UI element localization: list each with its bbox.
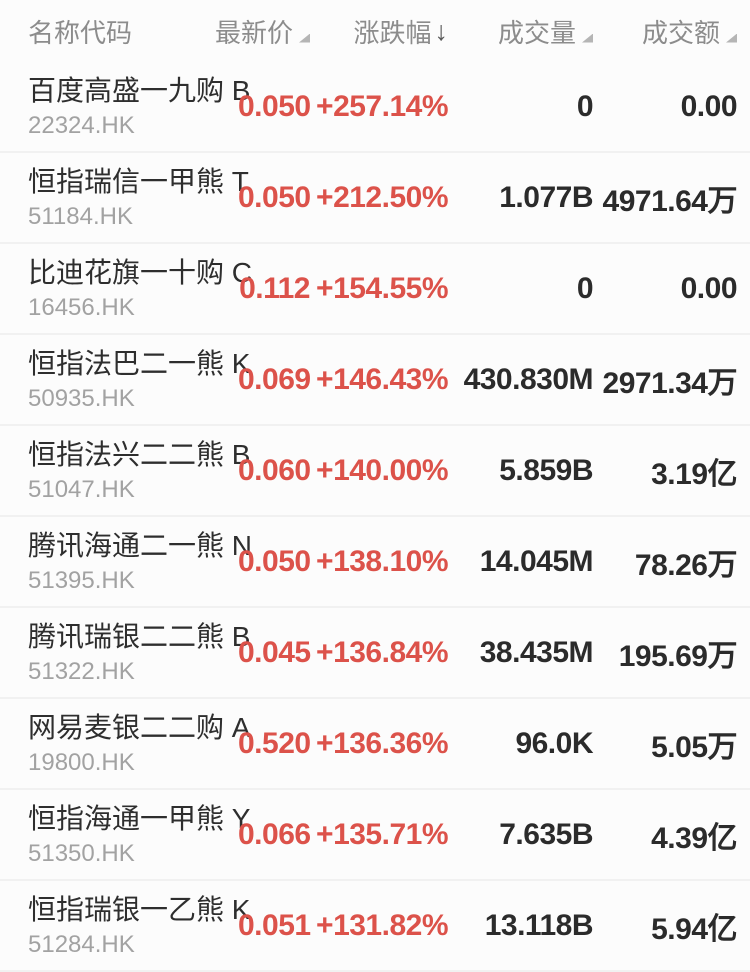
stock-name: 恒指海通一甲熊 Y bbox=[28, 802, 251, 834]
change-percent: +257.14% bbox=[316, 89, 448, 123]
change-percent: +140.00% bbox=[316, 453, 448, 487]
column-header-change-percent[interactable]: 涨跌幅 ↓ bbox=[310, 13, 448, 50]
column-header-label: 最新价 bbox=[214, 17, 293, 48]
change-percent: +146.43% bbox=[316, 362, 448, 396]
stock-code: 51184.HK bbox=[28, 202, 133, 230]
stock-name: 腾讯海通二一熊 N bbox=[28, 529, 253, 561]
change-percent: +131.82% bbox=[316, 908, 448, 942]
name-code-cell: 恒指瑞银一乙熊 K 51284.HK bbox=[28, 892, 251, 960]
stock-name: 恒指瑞信一甲熊 T bbox=[28, 165, 249, 197]
column-header-label: 名称代码 bbox=[28, 17, 133, 48]
name-code-cell: 腾讯海通二一熊 N 51395.HK bbox=[28, 528, 253, 596]
turnover: 0.00 bbox=[680, 271, 738, 305]
latest-price: 0.045 bbox=[238, 635, 311, 669]
stock-name: 恒指法巴二一熊 K bbox=[28, 347, 251, 379]
stock-code: 19800.HK bbox=[28, 748, 135, 776]
table-row[interactable]: 腾讯海通二一熊 N 51395.HK 0.050 +138.10% 14.045… bbox=[0, 517, 750, 608]
change-percent: +138.10% bbox=[316, 544, 448, 578]
stock-code: 51047.HK bbox=[28, 475, 135, 503]
latest-price: 0.051 bbox=[238, 908, 311, 942]
sort-triangle-icon bbox=[299, 33, 310, 43]
stock-code: 22324.HK bbox=[28, 111, 135, 139]
turnover: 4.39亿 bbox=[651, 821, 737, 855]
latest-price: 0.060 bbox=[238, 453, 311, 487]
latest-price: 0.050 bbox=[238, 180, 311, 214]
change-percent: +212.50% bbox=[316, 180, 448, 214]
volume: 5.859B bbox=[499, 453, 593, 487]
change-percent: +154.55% bbox=[316, 271, 448, 305]
turnover: 5.05万 bbox=[651, 730, 737, 764]
sort-triangle-icon bbox=[726, 33, 737, 43]
table-header: 名称代码 最新价 涨跌幅 ↓ 成交量 成交额 bbox=[0, 0, 750, 62]
column-header-name-code[interactable]: 名称代码 bbox=[28, 13, 238, 50]
stock-code: 51322.HK bbox=[28, 657, 135, 685]
stock-name: 比迪花旗一十购 C bbox=[28, 256, 253, 288]
stock-code: 51284.HK bbox=[28, 930, 135, 958]
stock-code: 50935.HK bbox=[28, 384, 135, 412]
name-code-cell: 恒指法兴二二熊 B 51047.HK bbox=[28, 437, 251, 505]
stock-name: 恒指法兴二二熊 B bbox=[28, 438, 251, 470]
volume: 430.830M bbox=[463, 362, 594, 396]
volume: 0 bbox=[576, 271, 594, 305]
turnover: 0.00 bbox=[680, 89, 738, 123]
volume: 1.077B bbox=[499, 180, 593, 214]
stock-code: 16456.HK bbox=[28, 293, 135, 321]
latest-price: 0.050 bbox=[238, 89, 311, 123]
turnover: 78.26万 bbox=[634, 548, 738, 582]
sort-descending-arrow-icon: ↓ bbox=[434, 15, 449, 46]
name-code-cell: 百度高盛一九购 B 22324.HK bbox=[28, 73, 251, 141]
change-percent: +135.71% bbox=[316, 817, 448, 851]
name-code-cell: 网易麦银二二购 A 19800.HK bbox=[28, 710, 251, 778]
change-percent: +136.84% bbox=[316, 635, 448, 669]
volume: 7.635B bbox=[499, 817, 593, 851]
volume: 13.118B bbox=[484, 908, 594, 942]
table-row[interactable]: 比迪花旗一十购 C 16456.HK 0.112 +154.55% 0 0.00 bbox=[0, 244, 750, 335]
stock-code: 51350.HK bbox=[28, 839, 135, 867]
table-row[interactable]: 网易麦银二二购 A 19800.HK 0.520 +136.36% 96.0K … bbox=[0, 699, 750, 790]
table-row[interactable]: 百度高盛一九购 B 22324.HK 0.050 +257.14% 0 0.00 bbox=[0, 62, 750, 153]
stock-table-body: 百度高盛一九购 B 22324.HK 0.050 +257.14% 0 0.00… bbox=[0, 62, 750, 972]
latest-price: 0.069 bbox=[238, 362, 311, 396]
column-header-volume[interactable]: 成交量 bbox=[448, 13, 593, 50]
change-percent: +136.36% bbox=[316, 726, 448, 760]
stock-name: 网易麦银二二购 A bbox=[28, 711, 251, 743]
sort-triangle-icon bbox=[582, 33, 593, 43]
latest-price: 0.520 bbox=[238, 726, 311, 760]
latest-price: 0.112 bbox=[239, 271, 310, 305]
turnover: 3.19亿 bbox=[651, 457, 737, 491]
column-header-label: 成交量 bbox=[497, 17, 576, 48]
volume: 96.0K bbox=[515, 726, 593, 760]
column-header-label: 涨跌幅 bbox=[353, 17, 432, 48]
volume: 38.435M bbox=[479, 635, 594, 669]
volume: 14.045M bbox=[479, 544, 594, 578]
stock-name: 百度高盛一九购 B bbox=[28, 74, 251, 106]
stock-code: 51395.HK bbox=[28, 566, 135, 594]
name-code-cell: 恒指海通一甲熊 Y 51350.HK bbox=[28, 801, 251, 869]
table-row[interactable]: 恒指瑞银一乙熊 K 51284.HK 0.051 +131.82% 13.118… bbox=[0, 881, 750, 972]
table-row[interactable]: 恒指法巴二一熊 K 50935.HK 0.069 +146.43% 430.83… bbox=[0, 335, 750, 426]
table-row[interactable]: 恒指瑞信一甲熊 T 51184.HK 0.050 +212.50% 1.077B… bbox=[0, 153, 750, 244]
name-code-cell: 恒指瑞信一甲熊 T 51184.HK bbox=[28, 164, 249, 232]
name-code-cell: 恒指法巴二一熊 K 50935.HK bbox=[28, 346, 251, 414]
column-header-label: 成交额 bbox=[641, 17, 720, 48]
turnover: 195.69万 bbox=[618, 639, 738, 673]
column-header-latest-price[interactable]: 最新价 bbox=[215, 13, 310, 50]
name-code-cell: 比迪花旗一十购 C 16456.HK bbox=[28, 255, 253, 323]
latest-price: 0.066 bbox=[238, 817, 311, 851]
turnover: 4971.64万 bbox=[602, 184, 738, 218]
stock-name: 腾讯瑞银二二熊 B bbox=[28, 620, 251, 652]
turnover: 2971.34万 bbox=[602, 366, 738, 400]
name-code-cell: 腾讯瑞银二二熊 B 51322.HK bbox=[28, 619, 251, 687]
table-row[interactable]: 恒指法兴二二熊 B 51047.HK 0.060 +140.00% 5.859B… bbox=[0, 426, 750, 517]
volume: 0 bbox=[576, 89, 594, 123]
table-row[interactable]: 恒指海通一甲熊 Y 51350.HK 0.066 +135.71% 7.635B… bbox=[0, 790, 750, 881]
turnover: 5.94亿 bbox=[651, 912, 737, 946]
table-row[interactable]: 腾讯瑞银二二熊 B 51322.HK 0.045 +136.84% 38.435… bbox=[0, 608, 750, 699]
stock-name: 恒指瑞银一乙熊 K bbox=[28, 893, 251, 925]
column-header-turnover[interactable]: 成交额 bbox=[593, 13, 737, 50]
latest-price: 0.050 bbox=[238, 544, 311, 578]
